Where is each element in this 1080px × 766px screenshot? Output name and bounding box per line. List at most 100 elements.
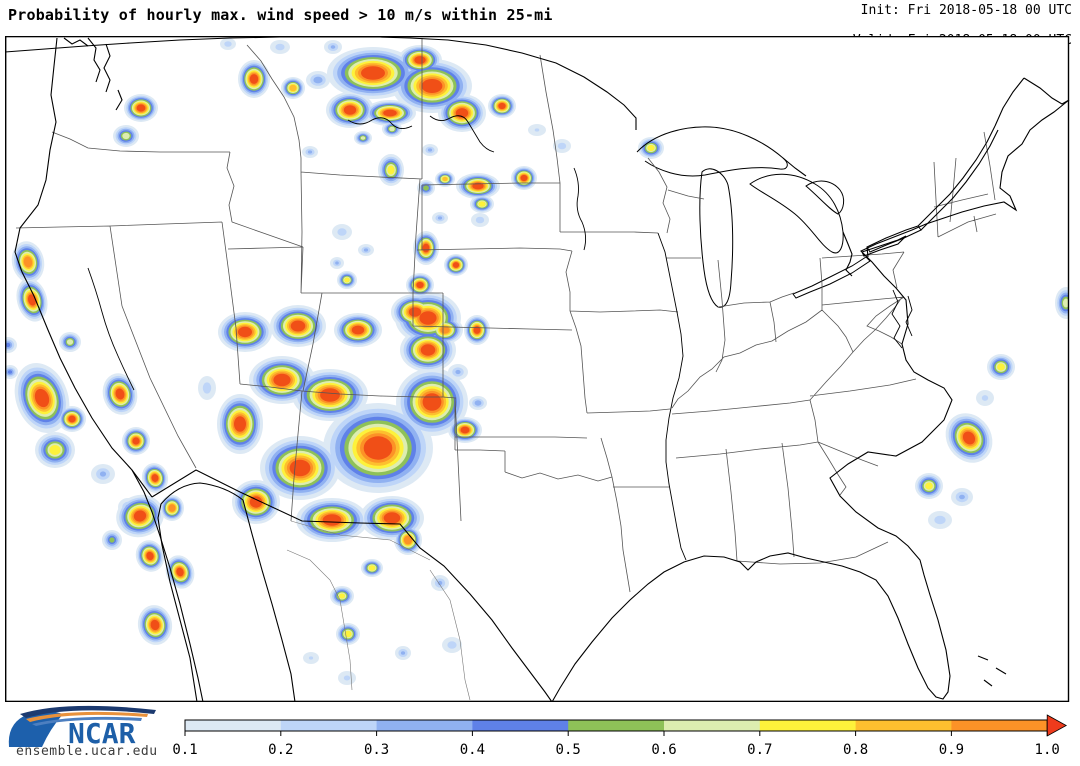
prob-contour [452,262,460,268]
prob-contour [109,537,115,543]
prob-contour [520,174,528,182]
colorbar-label: 0.4 [460,742,485,758]
prob-contour [338,593,346,599]
prob-contour [5,342,11,348]
colorbar-segment [376,720,473,731]
prob-contour [151,474,159,482]
prob-contour [176,567,184,577]
prob-contour [150,619,160,631]
colorbar-label: 0.1 [172,742,197,758]
map-canvas [5,36,1070,702]
prob-contour [330,45,336,49]
prob-contour [368,565,376,571]
prob-contour [344,277,350,283]
colorbar-segment [855,720,952,731]
prob-contour [1062,298,1069,308]
prob-contour [49,445,61,455]
colorbar-label: 1.0 [1035,742,1060,758]
prob-contour [335,261,339,265]
ncar-logo: NCAR [8,705,156,749]
prob-contour [427,148,433,152]
prob-contour [343,105,357,115]
prob-contour [360,136,366,140]
prob-contour [408,307,422,317]
prob-contour [68,415,76,423]
prob-contour [447,641,457,649]
prob-contour [273,373,291,387]
colorbar-segment [951,720,1048,731]
prob-contour [478,201,486,207]
prob-contour [474,400,482,406]
prob-contour [383,512,401,524]
prob-contour [419,311,437,325]
prob-contour [34,388,50,408]
colorbar-label: 0.8 [843,742,868,758]
prob-contour [289,84,297,92]
prob-contour [557,142,567,150]
prob-contour [320,388,340,402]
colorbar-segment [472,720,569,731]
prob-contour [363,248,369,252]
colorbar-segment [185,720,282,731]
prob-contour [997,363,1005,371]
prob-contour [421,79,443,93]
map-background [5,36,1069,702]
colorbar-segment [568,720,665,731]
prob-contour [7,370,13,374]
prob-contour [275,43,285,51]
prob-contour [498,102,506,110]
prob-contour [534,128,540,132]
prob-contour [23,256,33,268]
prob-contour [308,656,314,660]
prob-contour [472,182,484,190]
prob-contour [66,339,74,345]
prob-contour [389,126,395,132]
prob-contour [146,551,154,561]
colorbar: 0.1 0.2 0.3 0.4 0.5 0.6 0.7 0.8 0.9 1.0 [172,714,1068,758]
prob-contour [290,320,306,332]
prob-contour [337,228,347,236]
colorbar-segment [759,720,857,731]
prob-contour [414,56,426,64]
rivers [87,115,913,561]
prob-contour [289,459,311,477]
prob-contour [437,580,443,586]
prob-contour [202,382,212,394]
colorbar-label: 0.7 [747,742,772,758]
logo-wordmark: NCAR [68,717,136,749]
prob-contour [343,675,351,681]
colorbar-label: 0.9 [939,742,964,758]
prob-contour [387,165,395,175]
colorbar-label: 0.2 [268,742,293,758]
coastline [5,36,1070,702]
prob-contour [238,326,252,338]
map-frame [5,36,1070,702]
colorbar-segment [664,720,761,731]
prob-contour [234,416,246,432]
prob-contour [416,281,424,289]
prob-contour [249,496,263,508]
prob-contour [925,482,933,490]
site-url: ensemble.ucar.edu [16,744,158,759]
prob-contour [249,74,259,84]
colorbar-label: 0.3 [364,742,389,758]
prob-contour [136,104,146,112]
prob-contour [361,66,385,80]
colorbar-label: 0.6 [651,742,676,758]
prob-contour [647,144,655,152]
colorbar-segment [280,720,378,731]
prob-contour [168,504,176,512]
prob-contour [422,393,442,411]
prob-contour [455,369,461,375]
prob-contour [351,325,365,335]
prob-contour [440,326,450,334]
colorbar-label: 0.5 [556,742,581,758]
prob-contour [132,437,140,445]
prob-contour [442,176,448,182]
logo-swoosh [8,705,156,747]
great-lakes [636,126,922,308]
prob-contour [423,185,429,191]
prob-contour [307,150,313,154]
prob-contour [313,76,323,84]
